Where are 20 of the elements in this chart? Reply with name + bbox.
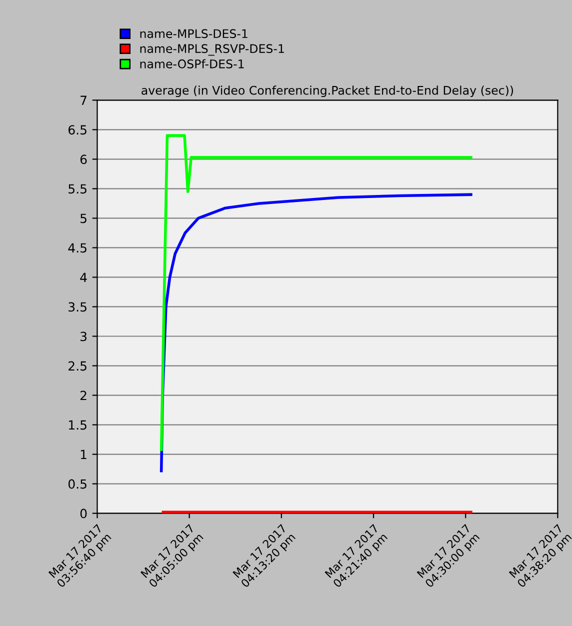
y-tick-label: 1.5 [69, 420, 86, 430]
y-tick-label: 2 [80, 390, 86, 400]
y-tick-label: 6.5 [68, 125, 86, 135]
y-tick-label: 1 [80, 450, 86, 460]
chart-title: average (in Video Conferencing.Packet End-to-End Delay (sec)) [142, 86, 514, 98]
y-tick-label: 3.5 [68, 302, 86, 312]
legend-label: name-OSPf-DES-1 [140, 59, 244, 68]
y-tick-label: 2.5 [68, 361, 86, 371]
line-series [160, 134, 472, 451]
legend-label: name-MPLS_RSVP-DES-1 [140, 44, 284, 56]
y-tick-label: 7 [80, 96, 86, 105]
y-tick-label: 5 [80, 214, 86, 224]
y-tick-label: 5.5 [68, 184, 86, 194]
y-tick-label: 4 [80, 272, 87, 282]
y-tick-label: 0.5 [68, 479, 86, 489]
y-tick-label: 4.5 [68, 243, 86, 253]
legend-label: name-MPLS-DES-1 [140, 29, 248, 38]
y-tick-label: 0 [80, 508, 87, 518]
y-tick-label: 3 [80, 332, 87, 342]
y-tick-label: 6 [80, 154, 87, 164]
